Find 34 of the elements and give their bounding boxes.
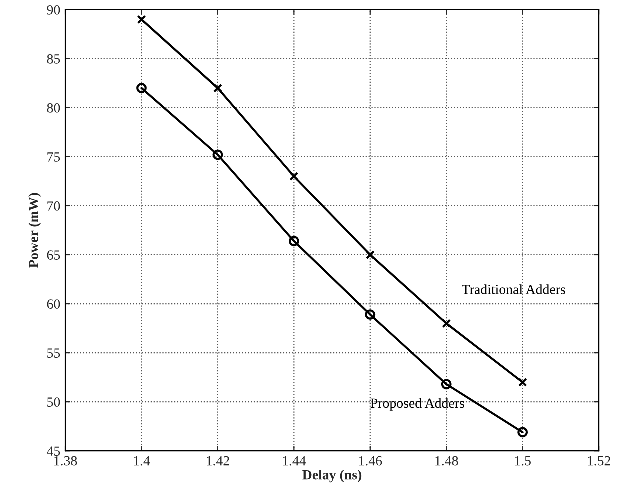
x-tick-label: 1.52 [588, 456, 610, 466]
point [212, 150, 224, 160]
y-tick-label: 70 [48, 202, 60, 211]
x-tick-label: 1.44 [283, 456, 306, 466]
point [442, 319, 452, 328]
x-tick-label: 1.5 [515, 456, 531, 466]
x-tick-label: 1.46 [359, 456, 382, 466]
point [518, 427, 528, 438]
y-tick-label: 85 [47, 54, 60, 64]
point [290, 172, 299, 182]
x-tick-label: 1.38 [54, 456, 78, 466]
point [518, 378, 528, 387]
y-tick-label: 55 [48, 348, 60, 358]
y-tick-label: 50 [48, 398, 60, 408]
point [366, 250, 375, 260]
y-tick-label: 90 [47, 5, 60, 15]
point [441, 379, 452, 390]
y-tick-label: 60 [47, 300, 60, 309]
series-label: Proposed Adders [370, 398, 464, 411]
text: Traditional Adders [462, 284, 566, 294]
x-axis-title: Delay (ns) [302, 470, 362, 483]
x-tick-label: 1.48 [436, 456, 458, 466]
y-tick-label: 75 [48, 152, 60, 162]
point [365, 310, 376, 320]
point [288, 236, 300, 246]
y-axis-title: Power (mW) [28, 193, 42, 268]
x-tick-label: 1.42 [207, 456, 230, 466]
y-tick-label: 65 [47, 250, 60, 260]
point [213, 84, 222, 93]
y-tick-label: 45 [47, 446, 60, 456]
y-tick-label: 80 [47, 103, 60, 113]
point [137, 15, 146, 24]
point [136, 83, 147, 94]
x-tick-label: 1.4 [134, 456, 150, 466]
